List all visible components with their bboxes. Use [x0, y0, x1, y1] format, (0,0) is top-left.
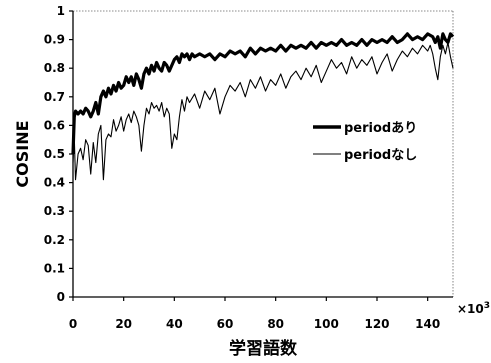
x-tick-label: 60 — [217, 317, 234, 331]
legend: periodあり periodなし — [313, 121, 417, 163]
y-tick-label: 0.3 — [44, 204, 65, 218]
legend-label-period-ari: periodあり — [344, 121, 417, 136]
x-tick-label: 100 — [314, 317, 339, 331]
y-tick-label: 0.4 — [44, 176, 65, 190]
y-axis-ticks: 0 0.1 0.2 0.3 0.4 0.5 0.6 0.7 0.8 0.9 1 — [44, 4, 73, 304]
x-tick-label: 0 — [69, 317, 77, 331]
y-tick-label: 0.2 — [44, 233, 65, 247]
legend-label-period-nashi: periodなし — [344, 148, 417, 163]
series-layer — [71, 32, 455, 181]
y-tick-label: 0.8 — [44, 61, 65, 75]
y-tick-label: 0.7 — [44, 90, 65, 104]
x-tick-label: 140 — [415, 317, 440, 331]
x-tick-label: 20 — [115, 317, 132, 331]
y-tick-label: 0.1 — [44, 261, 65, 275]
x-axis-title: 学習語数 — [229, 338, 298, 359]
x-axis-multiplier: ×103 — [457, 301, 490, 316]
y-tick-label: 1 — [57, 4, 65, 18]
y-tick-label: 0.6 — [44, 118, 65, 132]
series-line-period-nashi — [72, 41, 454, 181]
y-tick-label: 0.9 — [44, 33, 65, 47]
y-axis-title: COSINE — [13, 120, 32, 187]
x-axis-multiplier-exponent: 3 — [484, 301, 490, 311]
x-tick-label: 80 — [267, 317, 284, 331]
x-axis-ticks: 0 20 40 60 80 100 120 140 — [69, 297, 440, 331]
series-line-period-ari — [71, 32, 455, 155]
y-tick-label: 0 — [57, 290, 65, 304]
y-tick-label: 0.5 — [44, 147, 65, 161]
x-tick-label: 120 — [364, 317, 389, 331]
x-tick-label: 40 — [166, 317, 183, 331]
